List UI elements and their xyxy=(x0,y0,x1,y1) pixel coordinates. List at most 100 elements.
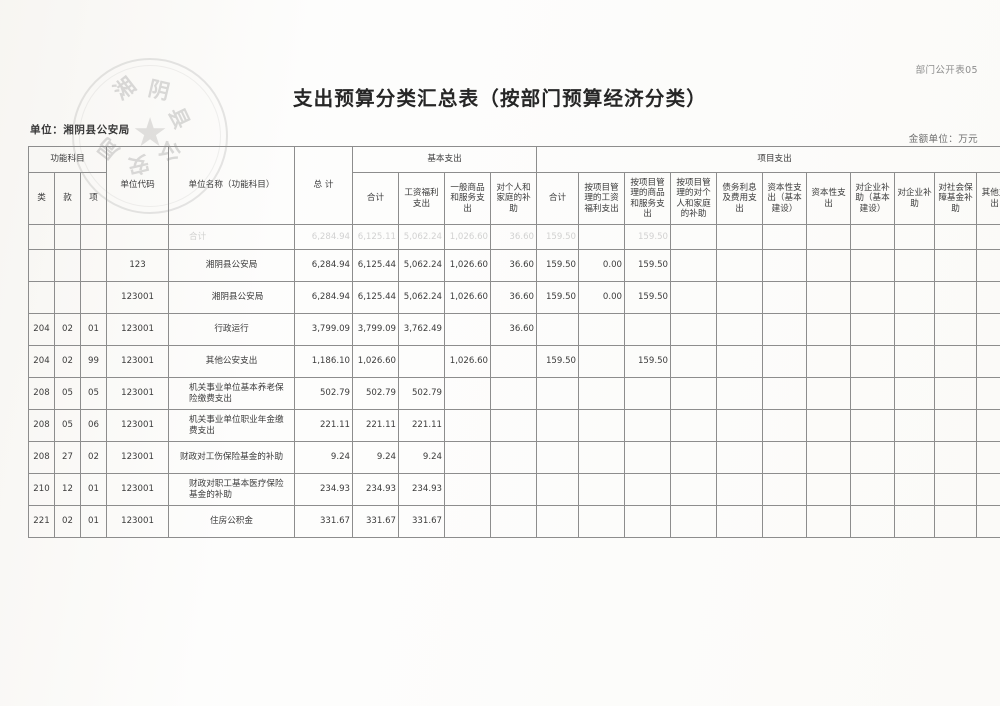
cell-project-capital xyxy=(806,249,852,282)
cell-project-other xyxy=(976,345,1000,378)
cell-grand-total: 1,186.10 xyxy=(294,345,354,378)
cell-lei: 208 xyxy=(28,441,55,474)
cell-unit-name: 其他公安支出 xyxy=(168,345,296,378)
cell-project-enterprise-basic xyxy=(850,224,896,250)
cell-basic-total: 9.24 xyxy=(352,441,400,474)
header-project-goods: 按项目管理的商品和服务支出 xyxy=(624,172,672,225)
cell-project-debt xyxy=(716,377,764,410)
cell-project-total xyxy=(536,313,580,346)
cell-unit-name: 财政对职工基本医疗保险基金的补助 xyxy=(168,473,296,506)
cell-kuan: 02 xyxy=(54,345,81,378)
cell-project-enterprise-basic xyxy=(850,249,896,282)
cell-project-debt xyxy=(716,345,764,378)
cell-project-social xyxy=(934,281,978,314)
cell-basic-total: 221.11 xyxy=(352,409,400,442)
cell-project-enterprise xyxy=(894,249,936,282)
header-kuan: 款 xyxy=(54,172,81,225)
cell-project-enterprise-basic xyxy=(850,377,896,410)
cell-lei xyxy=(28,281,55,314)
header-project-social: 对社会保障基金补助 xyxy=(934,172,978,225)
header-basic-goods: 一般商品和服务支出 xyxy=(444,172,492,225)
header-project-personal: 按项目管理的对个人和家庭的补助 xyxy=(670,172,718,225)
header-project-enterprise: 对企业补助 xyxy=(894,172,936,225)
cell-project-social xyxy=(934,473,978,506)
cell-basic-goods: 1,026.60 xyxy=(444,345,492,378)
cell-unit-code: 123 xyxy=(106,249,170,282)
header-row-sub: 类 款 项 合计 工资福利支出 一般商品和服务支出 对个人和家庭的补助 合计 按… xyxy=(28,172,1000,225)
cell-basic-goods xyxy=(444,377,492,410)
budget-table: 功能科目 单位代码 单位名称（功能科目） 总 计 基本支出 项目支出 类 款 项… xyxy=(27,146,1000,538)
cell-project-total xyxy=(536,409,580,442)
table-header: 功能科目 单位代码 单位名称（功能科目） 总 计 基本支出 项目支出 类 款 项… xyxy=(27,146,1000,225)
cell-basic-goods xyxy=(444,409,492,442)
cell-basic-goods: 1,026.60 xyxy=(444,224,492,250)
cell-project-capital xyxy=(806,345,852,378)
cell-xiang: 99 xyxy=(79,345,108,378)
header-xiang: 项 xyxy=(79,172,108,225)
header-basic-personal: 对个人和家庭的补助 xyxy=(490,172,538,225)
cell-grand-total: 3,799.09 xyxy=(294,313,354,346)
cell-basic-total: 6,125.11 xyxy=(352,224,400,250)
cell-basic-personal xyxy=(490,345,538,378)
cell-project-salary xyxy=(578,224,626,250)
table-row: 合计 6,284.94 6,125.11 5,062.24 1,026.60 36.60 1… xyxy=(28,224,1000,250)
cell-grand-total: 221.11 xyxy=(294,409,354,442)
budget-table-container: 功能科目 单位代码 单位名称（功能科目） 总 计 基本支出 项目支出 类 款 项… xyxy=(27,146,1000,538)
cell-project-total xyxy=(536,505,580,538)
cell-project-total: 159.50 xyxy=(536,345,580,378)
cell-project-debt xyxy=(716,409,764,442)
cell-unit-code: 123001 xyxy=(106,377,170,410)
cell-project-total: 159.50 xyxy=(536,249,580,282)
header-row-group: 功能科目 单位代码 单位名称（功能科目） 总 计 基本支出 项目支出 xyxy=(27,146,1000,225)
cell-project-goods xyxy=(624,473,672,506)
cell-basic-salary: 221.11 xyxy=(398,409,446,442)
cell-basic-total: 1,026.60 xyxy=(352,345,400,378)
cell-basic-total: 234.93 xyxy=(352,473,400,506)
table-row: 208 05 06 123001 机关事业单位职业年金缴费支出 221.11 221.11 2… xyxy=(28,409,1000,442)
cell-unit-code: 123001 xyxy=(106,473,170,506)
cell-project-other xyxy=(976,313,1000,346)
cell-project-capital-basic xyxy=(762,224,808,250)
cell-basic-salary: 9.24 xyxy=(398,441,446,474)
cell-basic-goods: 1,026.60 xyxy=(444,249,492,282)
cell-project-goods xyxy=(624,377,672,410)
cell-project-social xyxy=(934,345,978,378)
table-row: 204 02 01 123001 行政运行 3,799.09 3,799.09 3,762.4… xyxy=(28,313,1000,346)
cell-project-salary xyxy=(578,377,626,410)
table-row: 208 05 05 123001 机关事业单位基本养老保险缴费支出 502.79 502.7… xyxy=(28,377,1000,410)
cell-unit-name: 机关事业单位职业年金缴费支出 xyxy=(168,409,296,442)
cell-basic-goods xyxy=(444,441,492,474)
header-lei: 类 xyxy=(28,172,55,225)
cell-lei: 204 xyxy=(28,345,55,378)
cell-project-capital xyxy=(806,377,852,410)
cell-kuan xyxy=(54,281,81,314)
cell-grand-total: 502.79 xyxy=(294,377,354,410)
cell-kuan xyxy=(54,249,81,282)
cell-kuan: 02 xyxy=(54,505,81,538)
cell-project-personal xyxy=(670,281,718,314)
cell-unit-code: 123001 xyxy=(106,345,170,378)
cell-basic-personal: 36.60 xyxy=(490,281,538,314)
cell-project-personal xyxy=(670,505,718,538)
cell-kuan: 02 xyxy=(54,313,81,346)
cell-project-personal xyxy=(670,409,718,442)
cell-xiang: 05 xyxy=(79,377,108,410)
cell-project-salary: 0.00 xyxy=(578,249,626,282)
cell-project-debt xyxy=(716,313,764,346)
cell-project-enterprise xyxy=(894,441,936,474)
cell-lei: 208 xyxy=(28,377,55,410)
cell-project-other xyxy=(976,441,1000,474)
cell-project-debt xyxy=(716,473,764,506)
cell-unit-name: 行政运行 xyxy=(168,313,296,346)
table-row: 221 02 01 123001 住房公积金 331.67 331.67 331.67 xyxy=(28,505,1000,538)
header-basic-total: 合计 xyxy=(352,172,400,225)
cell-project-goods xyxy=(624,505,672,538)
cell-project-salary xyxy=(578,313,626,346)
cell-project-capital xyxy=(806,409,852,442)
cell-project-personal xyxy=(670,473,718,506)
cell-project-salary xyxy=(578,441,626,474)
cell-project-salary xyxy=(578,473,626,506)
cell-basic-personal xyxy=(490,409,538,442)
cell-project-enterprise xyxy=(894,281,936,314)
cell-project-total xyxy=(536,377,580,410)
